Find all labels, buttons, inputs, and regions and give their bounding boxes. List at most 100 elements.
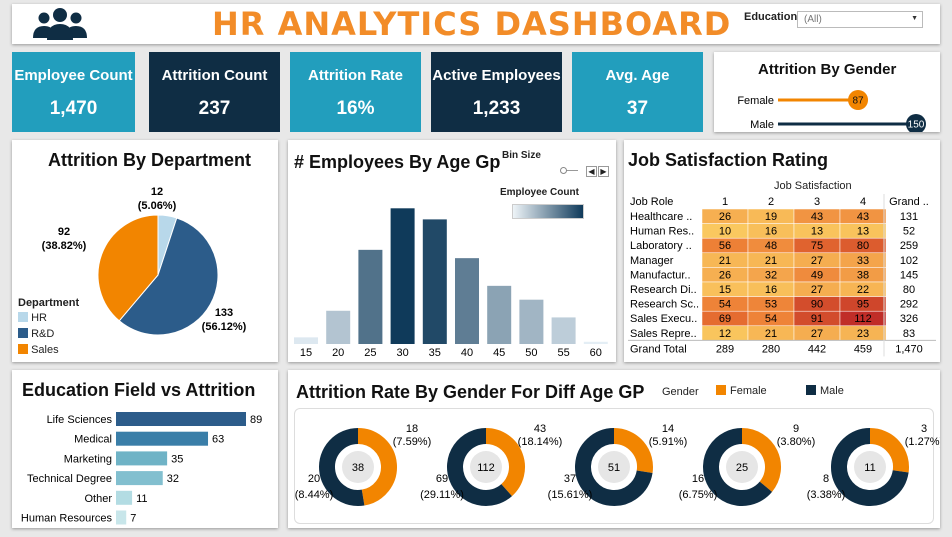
bin-prev-button[interactable]: ◀ <box>586 166 597 177</box>
heatmap-cell-value: 26 <box>719 211 731 223</box>
pie-value-label: 12 <box>151 186 163 198</box>
job-satisfaction-panel-title: Job Satisfaction Rating <box>628 150 829 170</box>
heatmap-cell-value: 112 <box>854 313 872 325</box>
heatmap-cell-value: 53 <box>765 299 777 311</box>
job-satisfaction-panel: Job Satisfaction Rating Job Satisfaction… <box>624 140 940 362</box>
age-tick-label: 30 <box>396 347 408 359</box>
age-tick-label: 25 <box>364 347 376 359</box>
heatmap-cell-value: 49 <box>811 269 823 281</box>
heatmap-cell-value: 27 <box>811 255 823 267</box>
donut-total-label: 25 <box>736 462 748 474</box>
donut-female-percent: (7.59%) <box>393 436 432 448</box>
donut-segment <box>447 428 512 506</box>
age-tick-label: 35 <box>429 347 441 359</box>
donut-segment <box>613 428 653 473</box>
donut-panel-title: Attrition Rate By Gender For Diff Age GP <box>296 382 645 402</box>
job-row-total: 52 <box>903 226 915 238</box>
gender-bar-chart: Female 87 Male 150 <box>737 90 926 132</box>
gender-legend-title: Gender <box>662 386 699 398</box>
donut-male-value: 37 <box>564 473 576 485</box>
heatmap-cell-value: 10 <box>719 226 731 238</box>
donut-segment <box>319 428 365 506</box>
age-bar <box>583 341 608 344</box>
heatmap-cell-value: 13 <box>811 226 823 238</box>
donut-male-value: 8 <box>823 473 829 485</box>
heatmap-cell-value: 19 <box>765 211 777 223</box>
grand-total-value: 459 <box>854 343 872 355</box>
kpi-value: 16% <box>336 98 375 119</box>
age-histogram: 15 20 25 30 35 40 45 50 55 60 <box>294 208 608 359</box>
donut-male-percent: (3.38%) <box>807 489 846 501</box>
donut-center <box>342 451 374 483</box>
donut-male-percent: (8.44%) <box>295 489 334 501</box>
pie-value-label: 133 <box>215 307 233 319</box>
legend-item-sales: Sales <box>18 344 59 356</box>
donut-center <box>598 451 630 483</box>
heatmap-cell-value: 13 <box>857 226 869 238</box>
education-value-label: 63 <box>212 434 224 446</box>
gender-legend-male: Male <box>806 385 844 397</box>
donut-total-label: 51 <box>608 462 620 474</box>
bin-size-slider[interactable] <box>560 167 578 174</box>
age-group-panel: # Employees By Age Gp Bin Size ◀ ▶ Emplo… <box>288 140 616 362</box>
heatmap-cell-value: 21 <box>765 255 777 267</box>
job-role-label: Sales Repre.. <box>630 328 697 340</box>
heatmap-cell-value: 54 <box>719 299 731 311</box>
education-category-label: Life Sciences <box>47 414 113 426</box>
job-role-label: Research Sc.. <box>630 299 699 311</box>
education-panel: Education Field vs Attrition Life Scienc… <box>12 370 278 528</box>
legend-label: HR <box>31 312 47 324</box>
education-category-label: Human Resources <box>21 513 113 525</box>
bin-next-button[interactable]: ▶ <box>598 166 609 177</box>
education-category-label: Marketing <box>64 453 112 465</box>
age-tick-label: 60 <box>590 347 602 359</box>
gender-legend-female: Female <box>716 385 767 397</box>
donut-female-percent: (5.91%) <box>649 436 688 448</box>
heatmap-cell-value: 32 <box>765 269 777 281</box>
heatmap-cell-value: 56 <box>719 240 731 252</box>
education-filter-select[interactable]: (All) ▼ <box>797 11 923 28</box>
job-role-header: Job Role <box>630 196 673 208</box>
job-satisfaction-axis-title: Job Satisfaction <box>774 180 852 192</box>
kpi-label: Active Employees <box>432 67 561 84</box>
kpi-label: Attrition Count <box>161 67 268 84</box>
heatmap-cell-value: 16 <box>765 284 777 296</box>
donut-male-percent: (6.75%) <box>679 489 718 501</box>
job-satisfaction-heatmap: Job Role 1 2 3 4 Grand ..Healthcare .. 26 19 43 4… <box>628 194 936 357</box>
heatmap-cell-value: 43 <box>811 211 823 223</box>
grand-total-value: 280 <box>762 343 780 355</box>
donut-female-value: 3 <box>921 423 927 435</box>
donut-total-label: 11 <box>864 462 875 474</box>
donut-segment <box>575 428 653 506</box>
kpi-label: Employee Count <box>14 67 133 84</box>
heatmap-cell-value: 21 <box>765 328 777 340</box>
age-tick-label: 15 <box>300 347 312 359</box>
donut-segment <box>357 428 397 506</box>
donut-segment <box>869 428 909 473</box>
donut-total-label: 112 <box>477 462 495 474</box>
users-icon <box>33 8 87 40</box>
kpi-value: 1,233 <box>472 98 521 119</box>
grand-total-value: 289 <box>716 343 734 355</box>
donut-charts: 3818(7.59%)20(8.44%)11243(18.14%)69(29.1… <box>295 423 940 506</box>
heatmap-cell-value: 48 <box>765 240 777 252</box>
bin-size-label: Bin Size <box>502 150 541 161</box>
kpi-attrition-rate: Attrition Rate 16% <box>290 52 421 132</box>
education-bar <box>116 490 133 505</box>
slider-handle[interactable] <box>560 167 567 174</box>
job-row-total: 292 <box>900 299 918 311</box>
age-tick-label: 50 <box>525 347 537 359</box>
kpi-value: 237 <box>198 98 231 119</box>
legend-swatch <box>716 385 726 395</box>
pie-slice-rd <box>118 217 219 336</box>
heatmap-cell-value: 12 <box>719 328 731 340</box>
job-row-total: 326 <box>900 313 918 325</box>
kpi-active-employees: Active Employees 1,233 <box>431 52 562 132</box>
age-tick-label: 45 <box>493 347 505 359</box>
department-legend-title: Department <box>18 297 80 309</box>
age-tick-label: 55 <box>557 347 569 359</box>
kpi-label: Attrition Rate <box>308 67 403 84</box>
donut-female-value: 18 <box>406 423 418 435</box>
education-filter-label: Education <box>744 11 798 23</box>
age-tick-label: 40 <box>461 347 473 359</box>
